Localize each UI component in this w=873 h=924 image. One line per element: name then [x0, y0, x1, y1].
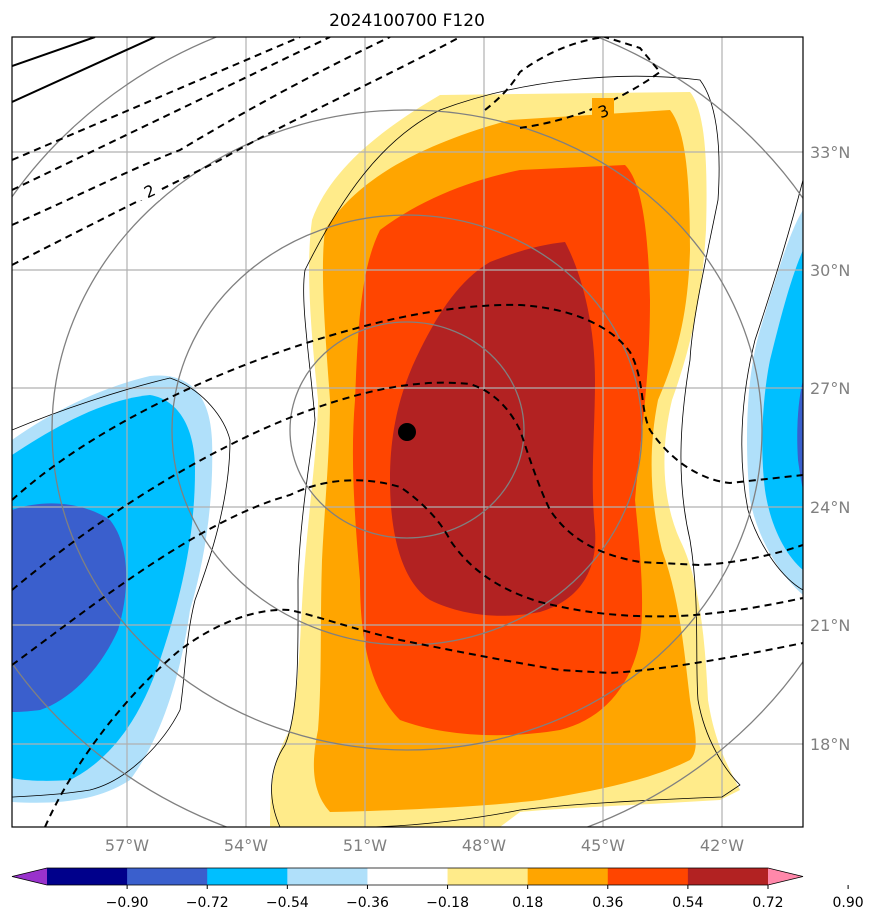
lat-label: 33°N — [810, 143, 850, 162]
colorbar-segment — [207, 868, 288, 885]
negative-anomaly-east — [747, 210, 803, 595]
colorbar-tick-label: 0.36 — [592, 895, 623, 911]
positive-anomaly-center — [270, 92, 740, 827]
colorbar-segment — [127, 868, 208, 885]
colorbar-segment — [607, 868, 689, 885]
colorbar-segment — [687, 868, 769, 885]
lat-label: 30°N — [810, 261, 850, 280]
colorbar-segment — [447, 868, 529, 885]
colorbar-segment — [367, 868, 449, 885]
colorbar-segment — [47, 868, 128, 885]
lon-label: 42°W — [700, 836, 744, 855]
lon-label: 51°W — [343, 836, 387, 855]
map-frame — [11, 36, 804, 828]
colorbar-tick-label: −0.18 — [426, 895, 469, 911]
solid-contours — [12, 37, 156, 103]
colorbar-tick-label: 0.18 — [512, 895, 543, 911]
colorbar-tick-label: −0.72 — [186, 895, 229, 911]
lon-label: 48°W — [462, 836, 506, 855]
lon-label: 57°W — [105, 836, 149, 855]
colorbar-segment — [287, 868, 368, 885]
colorbar-tick-label: −0.54 — [266, 895, 309, 911]
colorbar-tick-label: −0.90 — [106, 895, 149, 911]
lon-label: 45°W — [581, 836, 625, 855]
colorbar-tick-label: 0.72 — [752, 895, 783, 911]
latitude-labels: 33°N 30°N 27°N 24°N 21°N 18°N — [810, 143, 850, 754]
colorbar-tick-label: 0.90 — [833, 895, 864, 911]
dashed-contours — [12, 37, 803, 827]
graticule — [12, 37, 803, 827]
colorbar-segment — [527, 868, 609, 885]
figure-title: 2024100700 F120 — [329, 11, 485, 31]
colorbar-outline — [11, 867, 804, 886]
lat-label: 24°N — [810, 498, 850, 517]
colorbar: −0.90 −0.72 −0.54 −0.36 −0.18 0.18 0.36 0.54 0.7… — [11, 867, 864, 911]
colorbar-tick-label: 0.54 — [672, 895, 703, 911]
lat-label: 18°N — [810, 735, 850, 754]
lat-label: 21°N — [810, 616, 850, 635]
map-panel: 2 3 — [12, 37, 803, 827]
lon-label: 54°W — [224, 836, 268, 855]
contour-label-bg-3 — [592, 98, 614, 120]
storm-center-marker — [398, 423, 416, 441]
longitude-labels: 57°W 54°W 51°W 48°W 45°W 42°W — [105, 836, 744, 855]
colorbar-extend-high — [768, 868, 803, 885]
range-rings — [12, 37, 803, 827]
contour-label-bg-2 — [138, 178, 160, 200]
colorbar-tick-label: −0.36 — [346, 895, 389, 911]
lat-label: 27°N — [810, 379, 850, 398]
colorbar-extend-low — [12, 868, 47, 885]
